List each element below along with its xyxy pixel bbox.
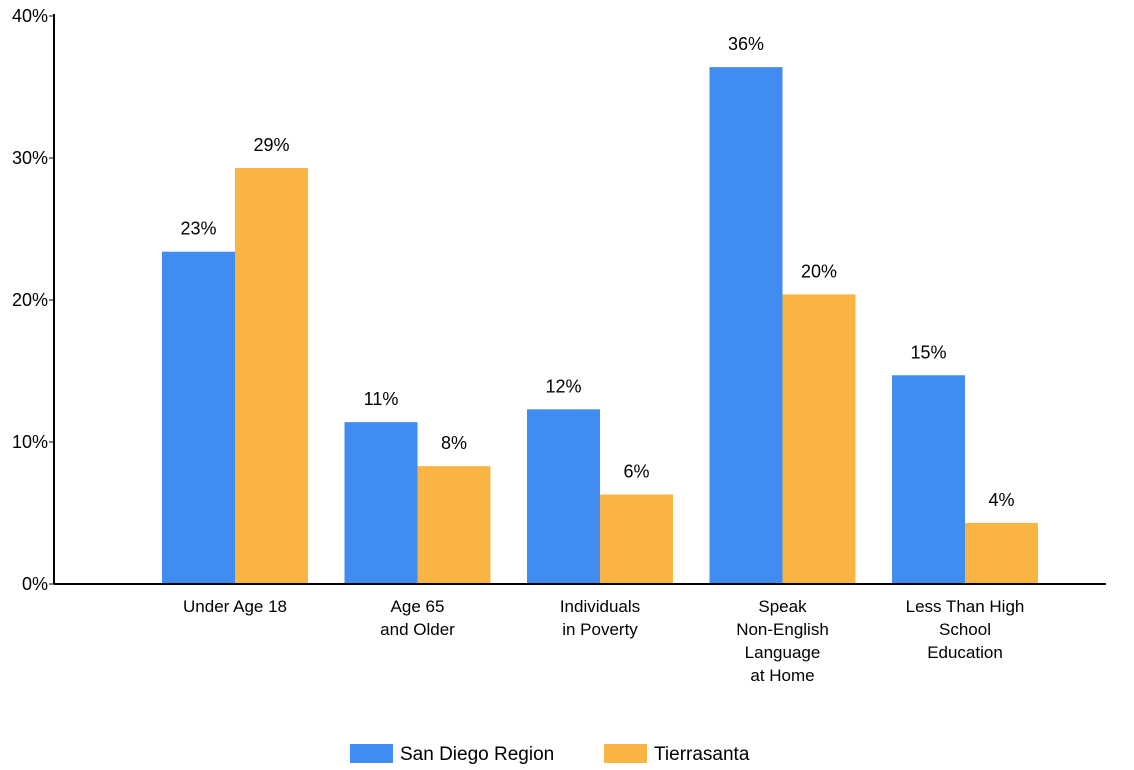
category-label-4-line-0: Less Than High bbox=[906, 597, 1025, 616]
data-label-san-diego-region-4: 15% bbox=[910, 342, 946, 362]
data-label-san-diego-region-0: 23% bbox=[180, 219, 216, 239]
category-label-2-line-1: in Poverty bbox=[562, 620, 638, 639]
category-label-4-line-2: Education bbox=[927, 643, 1003, 662]
data-label-tierrasanta-0: 29% bbox=[253, 135, 289, 155]
data-labels-group: 23% 11% 12% 36% 15% 29% 8% 6% 20% 4% bbox=[180, 34, 1014, 510]
category-label-1-line-0: Age 65 bbox=[391, 597, 445, 616]
bars-group bbox=[162, 67, 1038, 585]
bar-san-diego-region-3 bbox=[709, 67, 783, 585]
category-label-4-line-1: School bbox=[939, 620, 991, 639]
category-label-3-line-1: Non-English bbox=[736, 620, 829, 639]
legend-label-san-diego-region: San Diego Region bbox=[400, 744, 554, 765]
data-label-tierrasanta-3: 20% bbox=[801, 261, 837, 281]
category-label-3-line-0: Speak bbox=[758, 597, 807, 616]
bar-san-diego-region-4 bbox=[892, 375, 965, 584]
category-label-0-line-0: Under Age 18 bbox=[183, 597, 287, 616]
bar-san-diego-region-0 bbox=[162, 251, 235, 584]
data-label-tierrasanta-2: 6% bbox=[623, 462, 649, 482]
axes-group bbox=[53, 14, 1106, 585]
y-tick-label-1: 10% bbox=[12, 432, 48, 452]
y-tick-label-4: 40% bbox=[12, 6, 48, 26]
category-label-2-line-0: Individuals bbox=[560, 597, 640, 616]
y-tick-label-2: 20% bbox=[12, 290, 48, 310]
legend-swatch-tierrasanta bbox=[604, 744, 647, 763]
bar-san-diego-region-1 bbox=[344, 422, 418, 584]
category-label-3-line-2: Language bbox=[745, 643, 821, 662]
y-tick-label-3: 30% bbox=[12, 148, 48, 168]
data-label-tierrasanta-4: 4% bbox=[988, 490, 1014, 510]
bar-tierrasanta-2 bbox=[600, 494, 673, 584]
bar-tierrasanta-4 bbox=[965, 522, 1038, 584]
y-tick-label-0: 0% bbox=[22, 574, 48, 594]
bar-san-diego-region-2 bbox=[527, 409, 600, 584]
legend-label-tierrasanta: Tierrasanta bbox=[654, 744, 750, 765]
bar-tierrasanta-3 bbox=[782, 294, 856, 584]
legend-swatch-san-diego-region bbox=[350, 744, 393, 763]
legend: San Diego Region Tierrasanta bbox=[350, 744, 750, 765]
y-tick-labels-group: 0% 10% 20% 30% 40% bbox=[12, 6, 54, 594]
category-label-1-line-1: and Older bbox=[380, 620, 455, 639]
data-label-san-diego-region-3: 36% bbox=[728, 34, 764, 54]
category-label-3-line-3: at Home bbox=[750, 666, 814, 685]
bar-tierrasanta-0 bbox=[235, 167, 308, 584]
data-label-tierrasanta-1: 8% bbox=[441, 433, 467, 453]
data-label-san-diego-region-1: 11% bbox=[364, 389, 399, 409]
data-label-san-diego-region-2: 12% bbox=[545, 376, 581, 396]
bar-tierrasanta-1 bbox=[417, 466, 491, 584]
category-labels-group: Under Age 18 Age 65 and Older Individuals in… bbox=[183, 597, 1024, 685]
